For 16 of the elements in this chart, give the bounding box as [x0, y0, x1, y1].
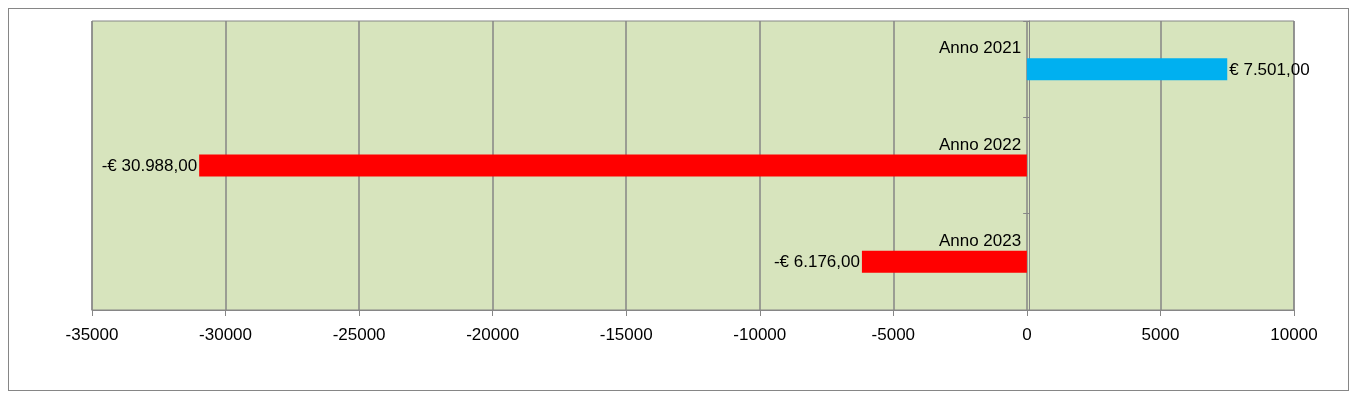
x-tick-label: -10000: [733, 325, 787, 344]
y-tick-label: Anno 2023: [938, 230, 1022, 250]
data-label: -€ 30.988,00: [101, 156, 198, 175]
data-label: € 7.501,00: [1229, 59, 1310, 79]
x-tick-label: -25000: [332, 325, 386, 344]
x-tick-label: 5000: [1141, 325, 1180, 344]
x-tick-label: -35000: [65, 325, 119, 344]
y-tick-label: Anno 2022: [938, 134, 1022, 154]
x-tick-label: -20000: [466, 325, 520, 344]
x-tick-label: -5000: [871, 325, 916, 344]
x-tick-label: -15000: [599, 325, 653, 344]
x-tick-label: -30000: [199, 325, 253, 344]
x-tick-label: 10000: [1270, 325, 1318, 344]
x-tick-label: 0: [1022, 325, 1032, 344]
y-tick-label: Anno 2021: [938, 38, 1022, 58]
data-label: -€ 6.176,00: [773, 252, 860, 272]
